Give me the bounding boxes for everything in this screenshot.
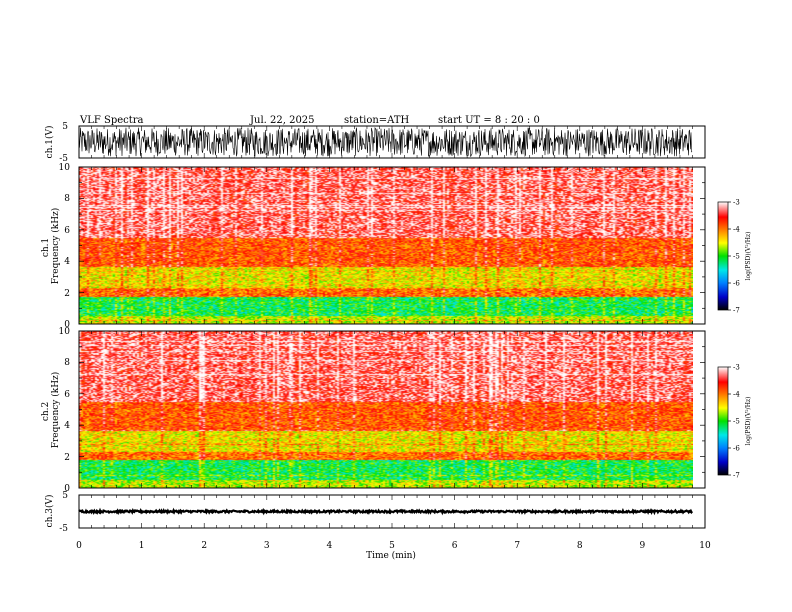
ch1-colorbar-gradient [717,201,729,311]
ch1-ylabel-line2: Frequency (kHz) [50,208,61,285]
ch3-waveform-line [78,507,694,516]
ch1-waveform-ylabel: ch.1(V) [44,126,55,159]
time-axis-labels: 0 1 2 3 4 5 6 7 8 9 10 [76,541,711,551]
time-tick-label: 2 [201,541,207,551]
colorbar-tick-label: -4 [733,226,740,234]
ch1-ytick-6: 6 [64,226,70,236]
colorbar-tick-label: -3 [733,199,740,207]
colorbar-tick-label: -5 [733,418,740,426]
ch2-colorbar: -3 -4 -5 -6 -7 log(PSD)(V²/Hz) [717,364,752,480]
colorbar-tick-label: -4 [733,391,740,399]
ch1-ytick-0: 0 [64,320,70,330]
ch1-waveform-line [78,127,693,158]
colorbar-tick-label: -6 [733,280,740,288]
ch2-colorbar-gradient [717,366,729,476]
time-tick-label: 5 [389,541,395,551]
ch2-ylabel-line1: ch.2 [41,402,51,421]
colorbar-tick-label: -7 [733,307,740,315]
ch2-ylabel-line2: Frequency (kHz) [50,372,61,449]
colorbar-tick-label: -6 [733,445,740,453]
ch2-ytick-10: 10 [59,327,71,337]
colorbar-tick-label: -7 [733,472,740,480]
ch2-colorbar-label: log(PSD)(V²/Hz) [745,397,752,446]
time-tick-label: 8 [577,541,583,551]
ch1-colorbar: -3 -4 -5 -6 -7 log(PSD)(V²/Hz) [717,199,752,315]
time-tick-label: 0 [76,541,82,551]
ch3-waveform-panel: 5 -5 ch.3(V) 0 1 2 3 4 5 6 7 8 9 10 Time (min) [44,126,711,561]
ch1-colorbar-label: log(PSD)(V²/Hz) [745,232,752,281]
ch1-waveform-panel: 5 -5 ch.1(V) [44,122,706,164]
figure-title: VLF Spectra [79,115,144,126]
ch3-waveform-ylabel: ch.3(V) [44,495,55,528]
ch1-spectrogram-image [79,167,693,324]
ch2-spectrogram-ticks [79,330,705,489]
ch1-spectrogram-ticks [79,166,705,325]
ch1-waveform-trace [78,127,693,158]
ch2-ytick-6: 6 [64,390,70,400]
ch2-ytick-0: 0 [64,484,70,494]
colorbar-tick-label: -3 [733,364,740,372]
ch2-spectrogram-image [79,331,693,488]
ch3-waveform-trace [78,507,694,516]
time-tick-label: 9 [640,541,646,551]
time-tick-label: 1 [139,541,145,551]
date-label: Jul. 22, 2025 [249,115,315,126]
ch2-spectrogram-ylabel: ch.2 Frequency (kHz) [41,372,61,449]
time-tick-label: 4 [327,541,333,551]
time-axis-label: Time (min) [366,550,416,561]
ch3-ytick-top: 5 [62,491,68,501]
time-tick-label: 10 [699,541,711,551]
ch2-ytick-2: 2 [64,453,70,463]
ch1-ytick-4: 4 [64,257,70,267]
time-tick-label: 3 [264,541,270,551]
time-tick-label: 7 [514,541,520,551]
station-label: station=ATH [344,115,410,126]
start-time-label: start UT = 8 : 20 : 0 [438,115,540,126]
ch3-ytick-bottom: -5 [59,524,68,534]
colorbar-tick-label: -5 [733,253,740,261]
time-tick-label: 6 [452,541,458,551]
ch1-colorbar-ticks: -3 -4 -5 -6 -7 [728,199,740,315]
ch2-spectrogram-panel: 0 2 4 6 8 10 ch.2 Frequency (kHz) -3 -4 -5… [41,327,752,494]
ch1-ytick-bottom: -5 [59,154,68,164]
ch1-ylabel-line1: ch.1 [41,238,51,257]
time-axis-ticks [78,126,706,528]
ch1-spectrogram-panel: 0 2 4 6 8 10 ch.1 Frequency (kHz) -3 -4 -5… [41,163,752,330]
ch1-ytick-top: 5 [62,122,68,132]
ch1-ytick-2: 2 [64,289,70,299]
ch2-ytick-8: 8 [64,358,70,368]
ch1-ytick-8: 8 [64,194,70,204]
ch2-colorbar-ticks: -3 -4 -5 -6 -7 [728,364,740,480]
ch1-ytick-10: 10 [59,163,71,173]
ch1-spectrogram-ylabel: ch.1 Frequency (kHz) [41,208,61,285]
ch2-ytick-4: 4 [64,421,70,431]
